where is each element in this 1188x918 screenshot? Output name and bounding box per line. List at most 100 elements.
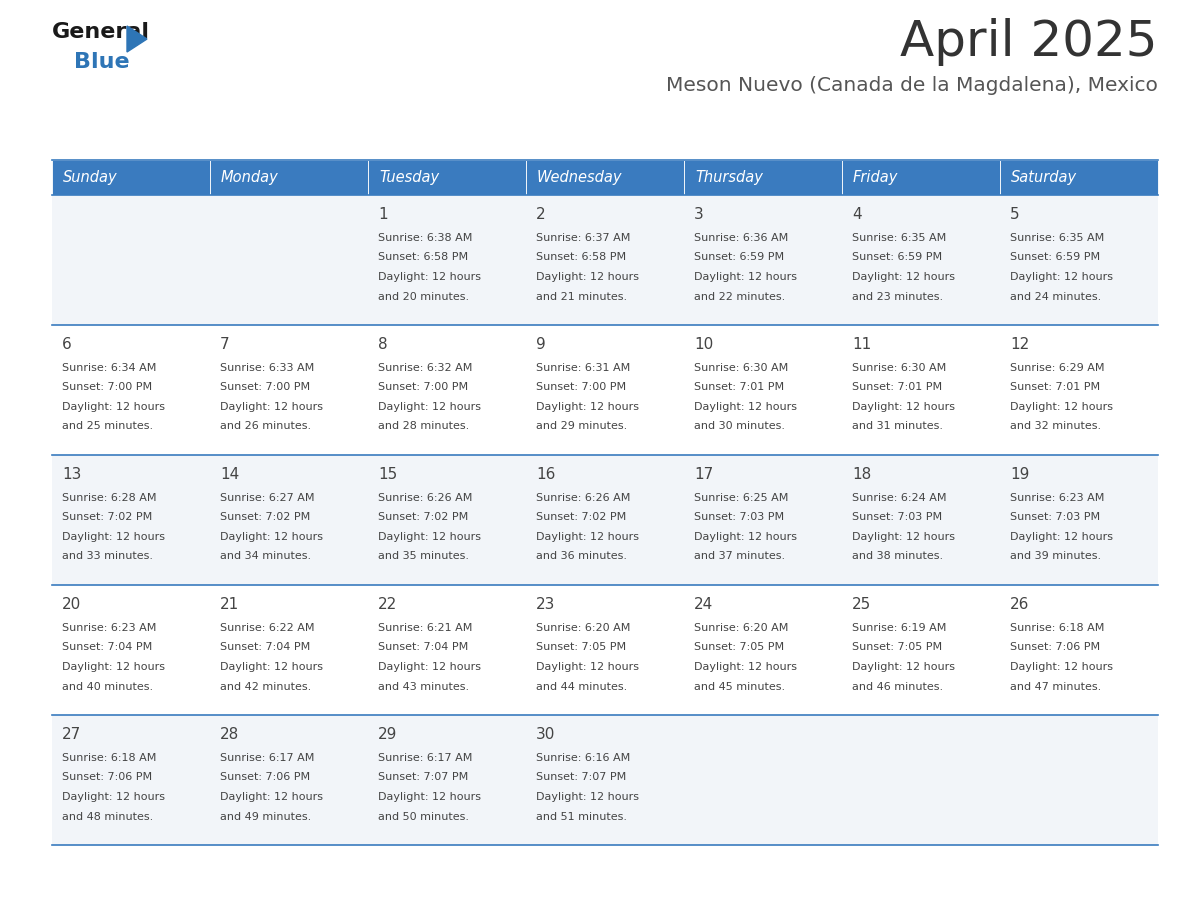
Text: and 24 minutes.: and 24 minutes. <box>1010 292 1101 301</box>
Text: 25: 25 <box>852 597 871 612</box>
Bar <box>52 455 1158 585</box>
Text: Saturday: Saturday <box>1011 170 1078 185</box>
Text: Daylight: 12 hours: Daylight: 12 hours <box>852 272 955 282</box>
Text: 2: 2 <box>536 207 545 222</box>
Text: and 50 minutes.: and 50 minutes. <box>378 812 469 822</box>
Text: 30: 30 <box>536 727 555 742</box>
Text: Sunrise: 6:16 AM: Sunrise: 6:16 AM <box>536 753 631 763</box>
Text: Sunrise: 6:22 AM: Sunrise: 6:22 AM <box>220 623 315 633</box>
Text: Sunset: 7:02 PM: Sunset: 7:02 PM <box>220 512 310 522</box>
Text: Tuesday: Tuesday <box>379 170 440 185</box>
Text: Sunset: 7:05 PM: Sunset: 7:05 PM <box>536 643 626 653</box>
Text: Daylight: 12 hours: Daylight: 12 hours <box>694 402 797 412</box>
Text: and 44 minutes.: and 44 minutes. <box>536 681 627 691</box>
Text: 9: 9 <box>536 337 545 352</box>
Text: and 25 minutes.: and 25 minutes. <box>62 421 153 431</box>
Text: and 33 minutes.: and 33 minutes. <box>62 552 153 562</box>
Text: Sunrise: 6:18 AM: Sunrise: 6:18 AM <box>62 753 157 763</box>
Text: 14: 14 <box>220 467 239 482</box>
Text: Daylight: 12 hours: Daylight: 12 hours <box>378 792 481 802</box>
Text: Daylight: 12 hours: Daylight: 12 hours <box>220 402 323 412</box>
Text: and 28 minutes.: and 28 minutes. <box>378 421 469 431</box>
Text: Sunrise: 6:31 AM: Sunrise: 6:31 AM <box>536 363 631 373</box>
Text: Daylight: 12 hours: Daylight: 12 hours <box>1010 662 1113 672</box>
Text: Sunrise: 6:18 AM: Sunrise: 6:18 AM <box>1010 623 1105 633</box>
Text: Sunset: 7:03 PM: Sunset: 7:03 PM <box>694 512 784 522</box>
Polygon shape <box>127 26 147 52</box>
Bar <box>1000 160 1158 195</box>
Text: Daylight: 12 hours: Daylight: 12 hours <box>536 402 639 412</box>
Text: Daylight: 12 hours: Daylight: 12 hours <box>694 272 797 282</box>
Text: 12: 12 <box>1010 337 1029 352</box>
Text: Sunrise: 6:37 AM: Sunrise: 6:37 AM <box>536 233 631 243</box>
Text: Sunrise: 6:38 AM: Sunrise: 6:38 AM <box>378 233 473 243</box>
Text: Sunset: 6:58 PM: Sunset: 6:58 PM <box>536 252 626 263</box>
Text: Sunset: 7:07 PM: Sunset: 7:07 PM <box>536 773 626 782</box>
Text: Sunset: 7:03 PM: Sunset: 7:03 PM <box>852 512 942 522</box>
Text: Sunrise: 6:21 AM: Sunrise: 6:21 AM <box>378 623 473 633</box>
Text: Daylight: 12 hours: Daylight: 12 hours <box>536 662 639 672</box>
Text: Sunset: 7:01 PM: Sunset: 7:01 PM <box>852 383 942 393</box>
Text: 23: 23 <box>536 597 555 612</box>
Text: Sunrise: 6:32 AM: Sunrise: 6:32 AM <box>378 363 473 373</box>
Text: Sunrise: 6:35 AM: Sunrise: 6:35 AM <box>1010 233 1105 243</box>
Text: Daylight: 12 hours: Daylight: 12 hours <box>536 532 639 542</box>
Text: 3: 3 <box>694 207 703 222</box>
Text: Sunrise: 6:26 AM: Sunrise: 6:26 AM <box>378 493 473 503</box>
Text: 27: 27 <box>62 727 81 742</box>
Text: and 49 minutes.: and 49 minutes. <box>220 812 311 822</box>
Text: 17: 17 <box>694 467 713 482</box>
Text: Daylight: 12 hours: Daylight: 12 hours <box>62 792 165 802</box>
Bar <box>52 160 210 195</box>
Text: Sunrise: 6:25 AM: Sunrise: 6:25 AM <box>694 493 789 503</box>
Text: and 51 minutes.: and 51 minutes. <box>536 812 627 822</box>
Text: 15: 15 <box>378 467 397 482</box>
Text: Sunset: 6:58 PM: Sunset: 6:58 PM <box>378 252 468 263</box>
Text: Sunrise: 6:24 AM: Sunrise: 6:24 AM <box>852 493 947 503</box>
Text: and 20 minutes.: and 20 minutes. <box>378 292 469 301</box>
Text: Blue: Blue <box>74 52 129 72</box>
Text: 20: 20 <box>62 597 81 612</box>
Text: 1: 1 <box>378 207 387 222</box>
Text: 21: 21 <box>220 597 239 612</box>
Text: and 23 minutes.: and 23 minutes. <box>852 292 943 301</box>
Text: and 38 minutes.: and 38 minutes. <box>852 552 943 562</box>
Text: 22: 22 <box>378 597 397 612</box>
Text: Sunrise: 6:34 AM: Sunrise: 6:34 AM <box>62 363 157 373</box>
Text: Thursday: Thursday <box>695 170 763 185</box>
Bar <box>52 585 1158 715</box>
Text: Daylight: 12 hours: Daylight: 12 hours <box>1010 532 1113 542</box>
Bar <box>52 325 1158 455</box>
Text: Sunset: 7:05 PM: Sunset: 7:05 PM <box>694 643 784 653</box>
Text: Daylight: 12 hours: Daylight: 12 hours <box>378 662 481 672</box>
Text: Sunset: 7:04 PM: Sunset: 7:04 PM <box>220 643 310 653</box>
Text: Sunset: 7:01 PM: Sunset: 7:01 PM <box>1010 383 1100 393</box>
Text: Sunset: 7:00 PM: Sunset: 7:00 PM <box>62 383 152 393</box>
Text: Sunset: 7:06 PM: Sunset: 7:06 PM <box>62 773 152 782</box>
Text: 26: 26 <box>1010 597 1029 612</box>
Text: and 46 minutes.: and 46 minutes. <box>852 681 943 691</box>
Text: Daylight: 12 hours: Daylight: 12 hours <box>536 272 639 282</box>
Text: 24: 24 <box>694 597 713 612</box>
Text: Sunrise: 6:17 AM: Sunrise: 6:17 AM <box>220 753 315 763</box>
Text: 16: 16 <box>536 467 555 482</box>
Text: Meson Nuevo (Canada de la Magdalena), Mexico: Meson Nuevo (Canada de la Magdalena), Me… <box>666 76 1158 95</box>
Text: 4: 4 <box>852 207 861 222</box>
Text: and 26 minutes.: and 26 minutes. <box>220 421 311 431</box>
Text: 10: 10 <box>694 337 713 352</box>
Text: Daylight: 12 hours: Daylight: 12 hours <box>852 662 955 672</box>
Text: Sunset: 7:02 PM: Sunset: 7:02 PM <box>378 512 468 522</box>
Text: Sunset: 7:00 PM: Sunset: 7:00 PM <box>378 383 468 393</box>
Text: Sunset: 7:02 PM: Sunset: 7:02 PM <box>536 512 626 522</box>
Bar <box>368 160 526 195</box>
Text: Wednesday: Wednesday <box>537 170 623 185</box>
Text: and 37 minutes.: and 37 minutes. <box>694 552 785 562</box>
Text: Sunset: 6:59 PM: Sunset: 6:59 PM <box>694 252 784 263</box>
Text: Sunrise: 6:35 AM: Sunrise: 6:35 AM <box>852 233 947 243</box>
Text: Sunrise: 6:26 AM: Sunrise: 6:26 AM <box>536 493 631 503</box>
Text: 7: 7 <box>220 337 229 352</box>
Text: Sunset: 7:07 PM: Sunset: 7:07 PM <box>378 773 468 782</box>
Text: Daylight: 12 hours: Daylight: 12 hours <box>852 402 955 412</box>
Text: 29: 29 <box>378 727 397 742</box>
Text: Sunrise: 6:27 AM: Sunrise: 6:27 AM <box>220 493 315 503</box>
